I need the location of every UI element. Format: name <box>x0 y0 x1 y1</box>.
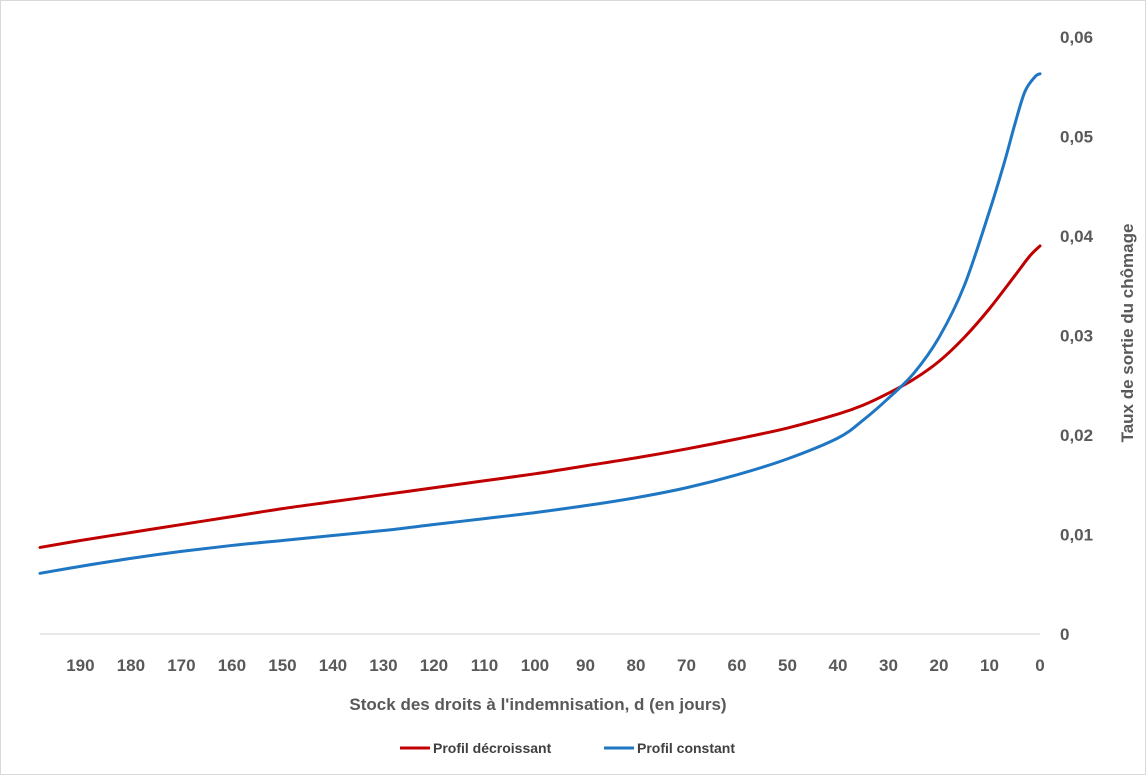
x-tick-label: 160 <box>218 656 246 675</box>
x-tick-label: 80 <box>626 656 645 675</box>
y-axis-title: Taux de sortie du chômage <box>1118 224 1137 443</box>
y-tick-label: 0,03 <box>1060 327 1093 346</box>
x-tick-label: 110 <box>471 656 498 675</box>
y-tick-label: 0 <box>1060 625 1069 644</box>
x-tick-label: 0 <box>1035 656 1044 675</box>
x-tick-label: 180 <box>117 656 145 675</box>
x-tick-label: 70 <box>677 656 696 675</box>
x-tick-label: 130 <box>369 656 397 675</box>
series-line-profil-decroissant <box>38 244 1042 549</box>
x-tick-label: 40 <box>829 656 848 675</box>
series-layer <box>38 72 1042 575</box>
y-tick-label: 0,01 <box>1060 526 1093 545</box>
x-tick-label: 170 <box>167 656 195 675</box>
x-tick-label: 10 <box>980 656 999 675</box>
y-tick-label: 0,04 <box>1060 227 1094 246</box>
x-tick-label: 30 <box>879 656 898 675</box>
x-axis-title: Stock des droits à l'indemnisation, d (e… <box>349 695 726 714</box>
y-tick-label: 0,06 <box>1060 28 1093 47</box>
y-tick-label: 0,05 <box>1060 128 1093 147</box>
x-tick-label: 60 <box>728 656 747 675</box>
x-tick-label: 150 <box>268 656 296 675</box>
x-tick-label: 100 <box>521 656 549 675</box>
legend-label: Profil décroissant <box>433 740 552 756</box>
x-tick-label: 140 <box>319 656 347 675</box>
legend: Profil décroissant Profil constant <box>400 740 735 756</box>
axis-layer: 190 180 170 160 150 140 130 120 110 100 90 80 70 60 50… <box>40 28 1094 675</box>
legend-label: Profil constant <box>637 740 735 756</box>
x-tick-label: 190 <box>66 656 94 675</box>
x-tick-label: 50 <box>778 656 797 675</box>
x-tick-label: 120 <box>420 656 448 675</box>
series-line-profil-constant <box>38 72 1042 575</box>
x-tick-label: 20 <box>930 656 949 675</box>
x-tick-label: 90 <box>576 656 595 675</box>
y-tick-label: 0,02 <box>1060 426 1093 445</box>
